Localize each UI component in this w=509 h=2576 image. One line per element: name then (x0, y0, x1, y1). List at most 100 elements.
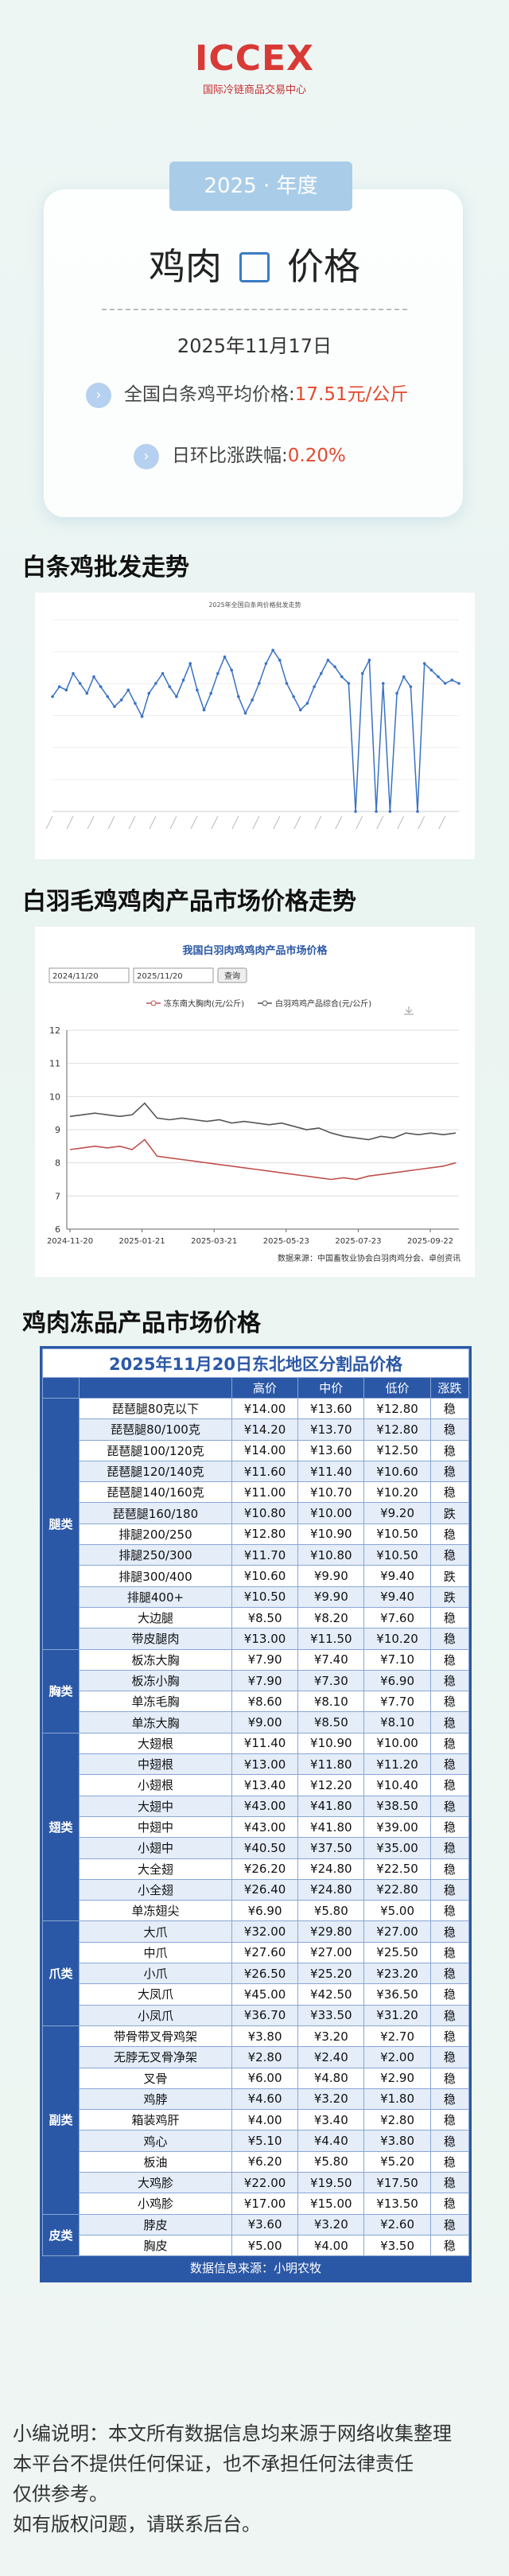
table-row: 小翅根 ¥13.40 ¥12.20 ¥10.40 稳 (43, 1774, 470, 1796)
x-tick-label (149, 815, 157, 830)
data-point (251, 698, 254, 702)
price-low: ¥35.00 (363, 1837, 431, 1859)
price-low: ¥9.40 (363, 1586, 431, 1608)
price-change: 稳 (429, 1460, 470, 1483)
price-high: ¥11.00 (231, 1481, 299, 1504)
price-low: ¥7.60 (363, 1606, 431, 1629)
table-row: 排腿300/400 ¥10.60 ¥9.90 ¥9.40 跌 (43, 1565, 470, 1587)
x-tick-label (397, 815, 405, 830)
x-tick-label: 2025-09-22 (407, 1237, 453, 1246)
chart-wholesale-svg: 2025年全国白条鸡价格批发走势 (45, 601, 460, 830)
price-change: 跌 (429, 1565, 470, 1587)
download-icon[interactable] (404, 1006, 414, 1015)
price-low: ¥6.90 (363, 1669, 431, 1692)
price-low: ¥10.20 (363, 1628, 431, 1650)
table-row: 小爪 ¥26.50 ¥25.20 ¥23.20 稳 (43, 1963, 470, 1985)
price-mid: ¥27.00 (297, 1941, 365, 1964)
table-row: 琵琶腿80/100克 ¥14.20 ¥13.70 ¥12.80 稳 (43, 1418, 470, 1441)
table-row: 鸡脖 ¥4.60 ¥3.20 ¥1.80 稳 (43, 2088, 470, 2111)
category-cell: 腿类 (42, 1398, 80, 1650)
price-low: ¥3.80 (363, 2130, 431, 2152)
query-controls: 2024/11/20 2025/11/20 查询 (49, 967, 247, 983)
price-change: 稳 (429, 2088, 470, 2111)
price-mid: ¥33.50 (297, 2004, 365, 2026)
price-high: ¥3.80 (231, 2025, 299, 2048)
price-high: ¥11.40 (231, 1732, 299, 1755)
price-change: 稳 (429, 2234, 470, 2257)
price-low: ¥12.50 (363, 1439, 431, 1461)
price-mid: ¥41.80 (297, 1795, 365, 1817)
item-name: 单冻翅尖 (79, 1900, 232, 1922)
x-tick-label (252, 815, 260, 830)
start-date-input[interactable] (49, 967, 130, 983)
data-point (243, 711, 247, 715)
data-point (113, 705, 116, 708)
price-change: 稳 (429, 2171, 470, 2194)
price-mid: ¥3.20 (297, 2088, 365, 2111)
price-high: ¥26.20 (231, 1858, 299, 1880)
price-change: 稳 (429, 1858, 470, 1880)
data-point (347, 682, 351, 685)
query-button[interactable] (217, 967, 247, 983)
data-point (409, 685, 413, 688)
x-tick-label (438, 815, 446, 830)
x-tick-label: 2025-07-23 (335, 1237, 381, 1246)
price-mid: ¥37.50 (297, 1837, 365, 1859)
table-row: 小全翅 ¥26.40 ¥24.80 ¥22.80 稳 (43, 1878, 470, 1901)
price-high: ¥12.80 (231, 1523, 299, 1546)
table-row: 箱装鸡肝 ¥4.00 ¥3.40 ¥2.80 稳 (43, 2109, 470, 2131)
table-row: 小翅中 ¥40.50 ¥37.50 ¥35.00 稳 (43, 1837, 470, 1859)
table-row: 板冻小胸 ¥7.90 ¥7.30 ¥6.90 稳 (43, 1669, 470, 1692)
data-point (319, 671, 323, 675)
table-row: 爪类 大爪 ¥32.00 ¥29.80 ¥27.00 稳 (42, 1920, 470, 2026)
price-change: 稳 (429, 1963, 470, 1985)
price-change: 稳 (429, 2193, 470, 2215)
price-mid: ¥29.80 (297, 1920, 365, 1943)
price-low: ¥7.10 (363, 1648, 431, 1671)
price-mid: ¥10.00 (297, 1502, 365, 1524)
price-mid: ¥8.20 (297, 1606, 365, 1629)
item-name: 排腿400+ (79, 1586, 232, 1608)
table-row: 大鸡胗 ¥22.00 ¥19.50 ¥17.50 稳 (43, 2171, 470, 2194)
price-change: 稳 (429, 2046, 470, 2068)
data-point (57, 685, 61, 688)
x-tick-label (107, 815, 115, 830)
price-high: ¥7.90 (231, 1648, 299, 1671)
item-name: 单冻大胸 (79, 1711, 232, 1734)
item-name: 板冻大胸 (79, 1648, 232, 1671)
price-change: 稳 (429, 1544, 470, 1566)
price-high: ¥10.50 (231, 1586, 299, 1608)
data-point (154, 682, 157, 685)
price-mid: ¥5.80 (297, 2150, 365, 2173)
table-row: 无脖无叉骨净架 ¥2.80 ¥2.40 ¥2.00 稳 (43, 2046, 470, 2068)
price-high: ¥7.90 (231, 1669, 299, 1692)
data-point (92, 675, 95, 679)
table-row: 小鸡胗 ¥17.00 ¥15.00 ¥13.50 稳 (43, 2193, 470, 2215)
price-change: 稳 (429, 2109, 470, 2131)
price-change: 稳 (429, 2130, 470, 2152)
table-row: 中爪 ¥27.60 ¥27.00 ¥25.50 稳 (43, 1941, 470, 1964)
item-name: 大爪 (79, 1920, 232, 1943)
price-mid: ¥13.60 (297, 1439, 365, 1461)
price-change: 稳 (429, 1628, 470, 1650)
x-tick-label: 2024-11-20 (47, 1237, 93, 1246)
price-mid: ¥9.90 (297, 1586, 365, 1608)
table-row: 翅类 大翅根 ¥11.40 ¥10.90 ¥10.00 稳 (42, 1732, 470, 1922)
price-change: 稳 (429, 2150, 470, 2173)
price-mid: ¥5.80 (297, 1900, 365, 1922)
section-title-frozen: 鸡肉冻品产品市场价格 (22, 1309, 261, 1337)
x-tick-label (293, 815, 301, 830)
data-point (168, 685, 172, 688)
dashed-divider (102, 309, 407, 310)
end-date-input[interactable] (133, 967, 214, 983)
price-change: 稳 (429, 2067, 470, 2089)
table-row: 单冻翅尖 ¥6.90 ¥5.80 ¥5.00 稳 (43, 1900, 470, 1922)
series-line-1 (69, 1102, 457, 1141)
item-name: 小翅根 (79, 1774, 232, 1796)
x-tick-label (169, 815, 177, 830)
data-point (78, 682, 82, 685)
price-high: ¥36.70 (231, 2004, 299, 2026)
price-change: 跌 (429, 1502, 470, 1524)
price-change: 稳 (429, 1795, 470, 1817)
price-low: ¥10.50 (363, 1544, 431, 1566)
